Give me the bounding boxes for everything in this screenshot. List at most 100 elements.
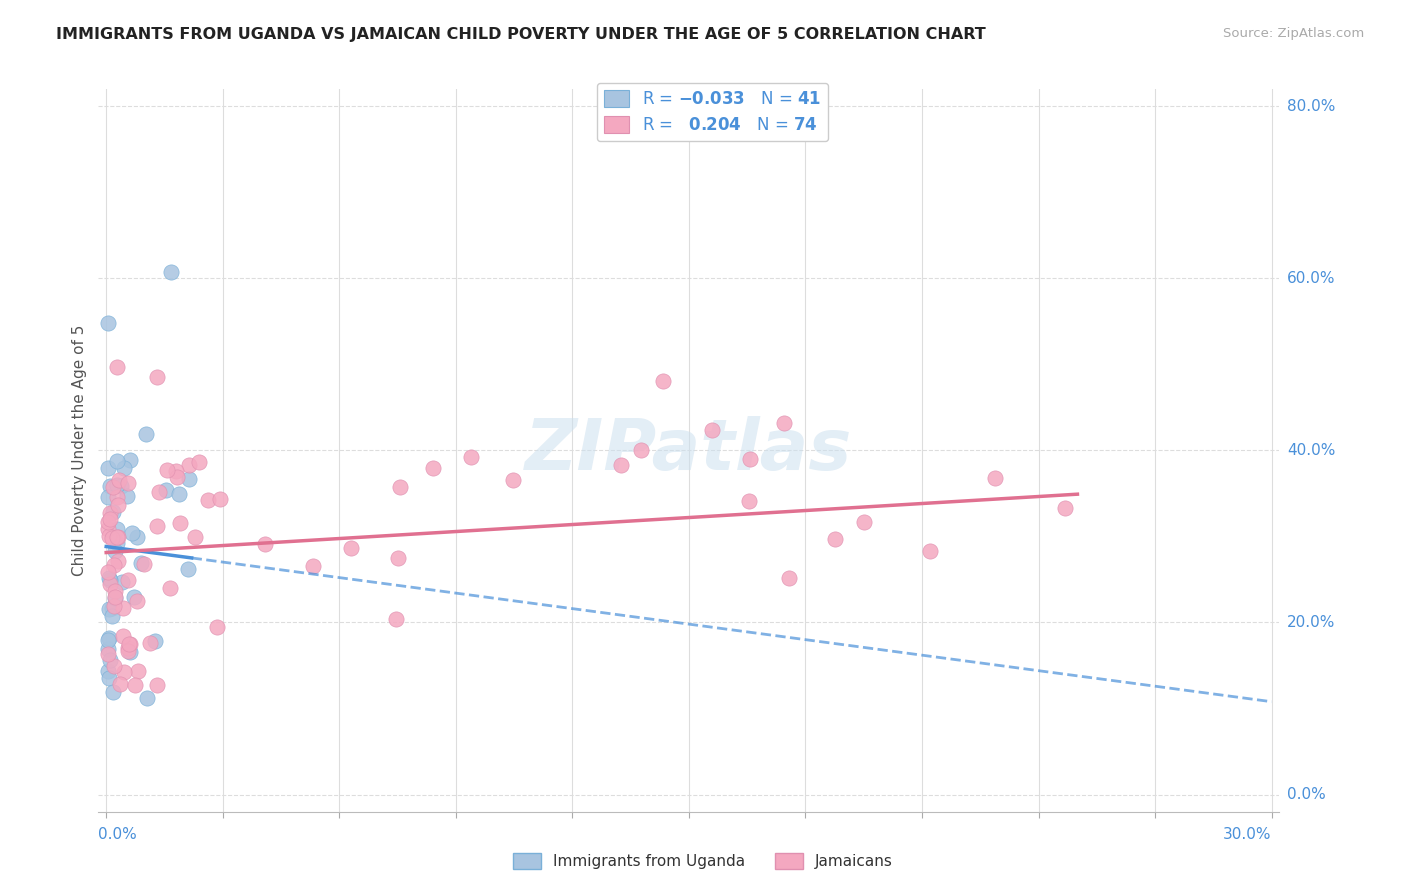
Legend: Immigrants from Uganda, Jamaicans: Immigrants from Uganda, Jamaicans xyxy=(508,847,898,875)
Point xyxy=(209,492,232,507)
Point xyxy=(105,359,128,374)
Point xyxy=(98,576,121,591)
Point xyxy=(920,544,942,558)
Point xyxy=(97,631,120,645)
Point xyxy=(105,536,128,550)
Point xyxy=(97,522,120,536)
Point xyxy=(177,458,200,472)
Point xyxy=(97,671,120,685)
Point xyxy=(610,458,633,472)
Point xyxy=(136,691,159,706)
Point xyxy=(97,529,120,543)
Point xyxy=(118,637,141,651)
Point xyxy=(112,460,135,475)
Point xyxy=(1053,501,1076,516)
Text: 30.0%: 30.0% xyxy=(1223,827,1271,842)
Point xyxy=(117,640,139,655)
Point xyxy=(107,530,129,544)
Point xyxy=(104,591,127,605)
Point xyxy=(97,647,120,661)
Point xyxy=(105,530,128,544)
Text: 80.0%: 80.0% xyxy=(1288,99,1336,114)
Point xyxy=(387,550,409,565)
Text: ZIPatlas: ZIPatlas xyxy=(526,416,852,485)
Point xyxy=(389,480,412,494)
Point xyxy=(105,491,128,505)
Point xyxy=(155,483,177,498)
Point xyxy=(146,678,169,692)
Point xyxy=(110,479,132,493)
Text: 60.0%: 60.0% xyxy=(1288,271,1336,286)
Point xyxy=(104,584,127,599)
Text: 40.0%: 40.0% xyxy=(1288,443,1336,458)
Point xyxy=(107,554,129,568)
Text: 20.0%: 20.0% xyxy=(1288,615,1336,630)
Point xyxy=(103,558,125,572)
Point xyxy=(97,565,120,579)
Point xyxy=(98,512,121,526)
Point xyxy=(98,507,121,521)
Point xyxy=(117,476,139,491)
Point xyxy=(97,664,120,678)
Point xyxy=(98,479,121,493)
Point xyxy=(118,644,141,658)
Point xyxy=(97,491,120,505)
Text: IMMIGRANTS FROM UGANDA VS JAMAICAN CHILD POVERTY UNDER THE AGE OF 5 CORRELATION : IMMIGRANTS FROM UGANDA VS JAMAICAN CHILD… xyxy=(56,27,986,42)
Point xyxy=(135,426,157,441)
Point xyxy=(97,516,120,530)
Point xyxy=(165,464,187,478)
Point xyxy=(100,608,122,623)
Point xyxy=(773,417,796,431)
Point xyxy=(125,530,148,544)
Point xyxy=(107,499,129,513)
Point xyxy=(127,594,149,608)
Point xyxy=(100,601,122,615)
Point xyxy=(97,461,120,475)
Point xyxy=(97,570,120,584)
Point xyxy=(100,652,122,666)
Point xyxy=(738,494,761,508)
Point xyxy=(339,541,361,556)
Point xyxy=(103,659,125,673)
Point xyxy=(115,489,138,503)
Point xyxy=(97,632,120,647)
Point xyxy=(159,265,181,279)
Point xyxy=(105,478,128,492)
Point xyxy=(132,557,155,571)
Point xyxy=(111,629,134,643)
Point xyxy=(824,532,846,546)
Point xyxy=(112,665,135,679)
Text: 0.0%: 0.0% xyxy=(1288,787,1326,802)
Point xyxy=(156,463,179,477)
Point xyxy=(100,531,122,545)
Point xyxy=(146,519,169,533)
Point xyxy=(166,470,188,484)
Text: 0.0%: 0.0% xyxy=(98,827,138,842)
Point xyxy=(101,505,124,519)
Point xyxy=(117,644,139,658)
Point xyxy=(118,452,141,467)
Point xyxy=(105,454,128,468)
Point xyxy=(853,515,876,529)
Point xyxy=(169,516,191,531)
Point xyxy=(385,612,408,626)
Point xyxy=(139,636,162,650)
Point xyxy=(104,543,127,558)
Point xyxy=(146,370,169,384)
Point xyxy=(143,634,166,648)
Text: Source: ZipAtlas.com: Source: ZipAtlas.com xyxy=(1223,27,1364,40)
Point xyxy=(738,452,761,467)
Point xyxy=(97,316,120,330)
Point xyxy=(651,375,673,389)
Point xyxy=(103,685,125,699)
Point xyxy=(101,480,124,494)
Point xyxy=(422,460,444,475)
Point xyxy=(167,487,190,501)
Point xyxy=(205,620,228,634)
Point xyxy=(502,473,524,487)
Point xyxy=(700,423,723,437)
Point xyxy=(105,522,128,536)
Point xyxy=(97,642,120,657)
Point xyxy=(630,443,652,458)
Point xyxy=(127,664,149,678)
